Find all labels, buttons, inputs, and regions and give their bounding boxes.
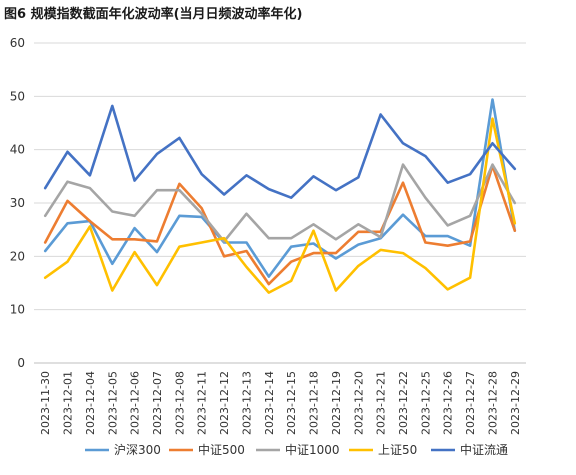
x-tick-label: 2023-12-11 bbox=[196, 371, 209, 435]
x-tick-label: 2023-12-08 bbox=[173, 371, 186, 435]
series-line bbox=[43, 164, 517, 286]
series-line bbox=[43, 104, 517, 199]
legend-label: 上证50 bbox=[378, 443, 417, 457]
y-tick-label: 60 bbox=[10, 36, 25, 50]
y-tick-label: 40 bbox=[10, 143, 25, 157]
x-tick-label: 2023-12-04 bbox=[84, 371, 97, 435]
x-tick-label: 2023-12-26 bbox=[442, 371, 455, 435]
x-tick-label: 2023-12-20 bbox=[352, 371, 365, 435]
x-tick-label: 2023-12-13 bbox=[240, 371, 253, 435]
series-line bbox=[43, 163, 517, 243]
legend: 沪深300 中证500 中证1000 上证50 中证流通 bbox=[85, 442, 508, 457]
legend-item: 沪深300 bbox=[85, 443, 161, 457]
x-tick-label: 2023-12-07 bbox=[151, 371, 164, 435]
x-tick-label: 2023-12-12 bbox=[218, 371, 231, 435]
x-tick-label: 2023-12-06 bbox=[129, 371, 142, 435]
legend-item: 中证1000 bbox=[256, 442, 340, 457]
legend-label: 沪深300 bbox=[114, 443, 161, 457]
legend-label: 中证1000 bbox=[285, 442, 340, 457]
y-axis-ticks: 0 10 20 30 40 50 60 bbox=[10, 36, 25, 370]
legend-item: 中证流通 bbox=[431, 442, 508, 457]
x-tick-label: 2023-12-18 bbox=[308, 371, 321, 435]
legend-label: 中证500 bbox=[198, 442, 245, 457]
x-tick-label: 2023-12-25 bbox=[419, 371, 432, 435]
chart-title: 图6 规模指数截面年化波动率(当月日频波动率年化) bbox=[4, 7, 303, 22]
x-tick-label: 2023-12-15 bbox=[285, 371, 298, 435]
series-line bbox=[43, 98, 517, 278]
x-tick-label: 2023-12-22 bbox=[397, 371, 410, 435]
series-line bbox=[43, 117, 517, 294]
y-tick-label: 30 bbox=[10, 196, 25, 210]
y-tick-label: 50 bbox=[10, 89, 25, 103]
legend-item: 中证500 bbox=[169, 442, 245, 457]
grid-lines bbox=[34, 42, 526, 364]
x-tick-label: 2023-12-14 bbox=[263, 371, 276, 435]
legend-item: 上证50 bbox=[349, 443, 417, 457]
x-tick-label: 2023-12-29 bbox=[509, 371, 522, 435]
x-tick-label: 2023-12-05 bbox=[106, 371, 119, 435]
series-lines bbox=[43, 98, 517, 294]
x-tick-label: 2023-12-21 bbox=[375, 371, 388, 435]
x-axis-ticks: 2023-11-30 2023-12-01 2023-12-04 2023-12-05… bbox=[39, 371, 522, 435]
x-tick-label: 2023-11-30 bbox=[39, 371, 52, 435]
x-tick-label: 2023-12-27 bbox=[464, 371, 477, 435]
y-tick-label: 10 bbox=[10, 303, 25, 317]
legend-label: 中证流通 bbox=[460, 442, 508, 457]
x-tick-label: 2023-12-28 bbox=[486, 371, 499, 435]
x-tick-label: 2023-12-01 bbox=[62, 371, 75, 435]
y-tick-label: 20 bbox=[10, 249, 25, 263]
x-tick-label: 2023-12-19 bbox=[330, 371, 343, 435]
y-tick-label: 0 bbox=[17, 356, 25, 370]
